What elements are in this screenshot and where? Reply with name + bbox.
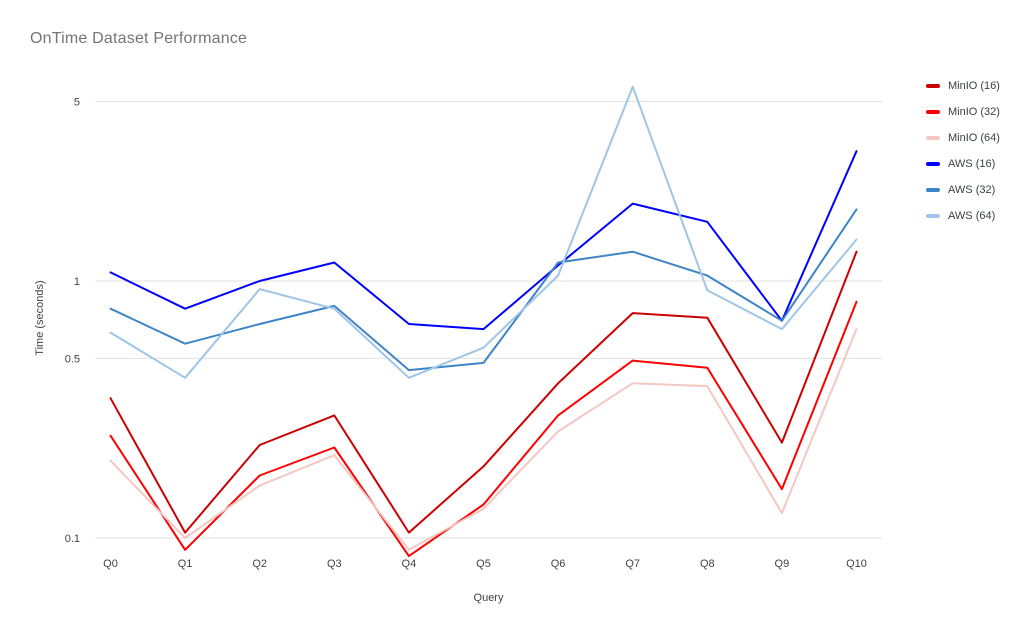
legend-swatch-icon [926,136,940,140]
legend: MinIO (16) MinIO (32) MinIO (64) AWS (16) AW… [926,80,1000,236]
x-tick-label: Q6 [551,558,566,570]
series-line-minio-32 [109,300,858,558]
series-line-minio-64 [109,328,858,551]
legend-item: AWS (16) [926,158,1000,170]
x-tick-label: Q3 [327,558,342,570]
legend-item: AWS (64) [926,210,1000,222]
x-tick-label: Q7 [625,558,640,570]
legend-item: MinIO (32) [926,106,1000,118]
x-tick-label: Q4 [402,558,417,570]
legend-swatch-icon [926,188,940,192]
legend-label: AWS (32) [948,184,996,196]
legend-item: MinIO (16) [926,80,1000,92]
x-tick-label: Q0 [103,558,118,570]
legend-item: MinIO (64) [926,132,1000,144]
chart-title: OnTime Dataset Performance [30,30,248,47]
series-line-minio-16 [109,250,858,534]
y-tick-label: 0.1 [65,533,80,545]
legend-label: MinIO (64) [948,132,1000,144]
legend-label: MinIO (16) [948,80,1000,92]
y-tick-label: 1 [74,276,80,288]
legend-item: AWS (32) [926,184,1000,196]
legend-swatch-icon [926,214,940,218]
y-tick-label: 5 [74,96,80,108]
legend-label: AWS (16) [948,158,996,170]
x-tick-label: Q10 [846,558,867,570]
x-tick-label: Q2 [252,558,267,570]
legend-label: AWS (64) [948,210,996,222]
x-axis-title: Query [473,592,504,604]
legend-swatch-icon [926,110,940,114]
series-line-aws-32 [109,208,858,372]
x-tick-label: Q5 [476,558,491,570]
y-axis-title: Time (seconds) [34,280,46,356]
legend-swatch-icon [926,84,940,88]
legend-label: MinIO (32) [948,106,1000,118]
x-tick-label: Q8 [700,558,715,570]
legend-swatch-icon [926,162,940,166]
series-line-aws-16 [109,150,858,331]
x-tick-label: Q1 [178,558,193,570]
y-tick-label: 0.5 [65,353,80,365]
series-line-aws-64 [109,85,858,379]
x-tick-label: Q9 [775,558,790,570]
